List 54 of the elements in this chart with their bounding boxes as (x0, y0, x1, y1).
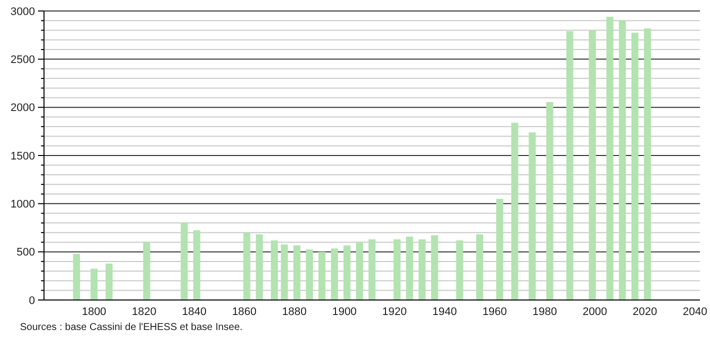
x-tick-label: 2020 (632, 306, 658, 318)
bar (546, 102, 554, 300)
bar (356, 242, 363, 300)
bar (618, 20, 626, 300)
bar (456, 240, 464, 300)
y-tick-label: 3000 (10, 6, 35, 18)
bar (406, 236, 414, 300)
bar (496, 198, 504, 300)
bar (293, 245, 300, 300)
bar (256, 234, 263, 300)
y-tick-label: 0 (28, 294, 35, 307)
bar (368, 239, 376, 300)
y-tick-label: 2000 (10, 102, 35, 114)
x-tick-label: 1940 (432, 306, 457, 318)
bar (431, 235, 438, 300)
bar (243, 232, 250, 300)
x-tick-label: 2000 (582, 306, 608, 318)
bar (644, 28, 651, 300)
bar (330, 248, 338, 300)
y-tick-label: 2500 (10, 54, 35, 66)
bar (566, 31, 574, 300)
bar (343, 245, 350, 300)
x-tick-label: 1920 (382, 306, 407, 318)
x-tick-label: 1980 (532, 306, 558, 318)
x-tick-label: 1960 (482, 306, 507, 318)
bar (511, 122, 518, 300)
bar (528, 132, 536, 300)
bar (418, 239, 426, 300)
y-tick-label: 1500 (10, 150, 35, 162)
x-tick-label: 1900 (332, 306, 357, 318)
bar (306, 249, 313, 300)
source-note: Sources : base Cassini de l'EHESS et base Insee. (20, 322, 243, 333)
y-tick-label: 500 (16, 246, 35, 259)
x-tick-label: 2040 (682, 306, 708, 318)
x-tick-label: 1860 (232, 306, 257, 318)
x-tick-label: 1820 (132, 306, 156, 318)
bar (606, 16, 614, 300)
bar (318, 252, 326, 300)
bar (280, 244, 288, 300)
bar (106, 264, 113, 300)
bar (476, 234, 484, 300)
bar (631, 32, 638, 300)
bar (270, 240, 278, 300)
bar (143, 242, 150, 300)
bar (588, 30, 596, 300)
x-tick-label: 1880 (282, 306, 307, 318)
x-tick-label: 1840 (182, 306, 206, 318)
bar (193, 230, 200, 300)
y-tick-label: 1000 (10, 198, 35, 211)
bar (73, 254, 80, 300)
x-tick-label: 1800 (82, 306, 106, 318)
bar (394, 239, 401, 300)
bar (90, 268, 98, 300)
bar (180, 222, 188, 300)
